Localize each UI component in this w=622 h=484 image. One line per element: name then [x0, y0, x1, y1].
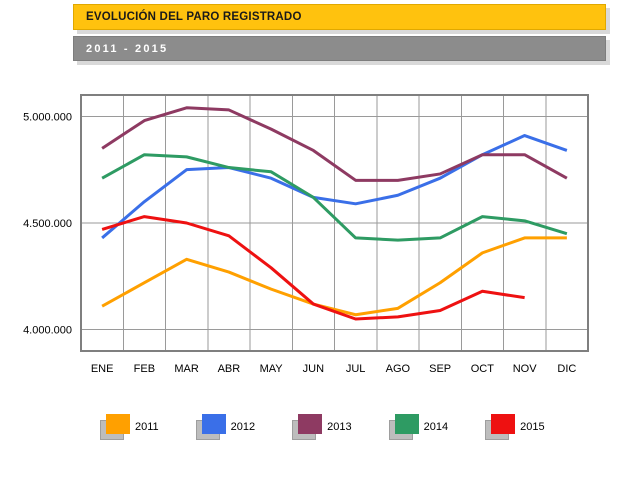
- legend-label: 2015: [520, 421, 545, 433]
- legend-swatch-2015: [485, 414, 516, 440]
- legend-label: 2011: [135, 421, 159, 433]
- legend-label: 2014: [423, 421, 449, 433]
- chart-gridlines: [81, 95, 588, 351]
- chart-svg: 4.000.000 4.500.000 5.000.000 ENE FEB MAR ABR…: [23, 94, 589, 375]
- legend-label: 2012: [230, 421, 256, 433]
- x-tick-label-MAR: MAR: [174, 363, 199, 375]
- page-subtitle: 2011 - 2015: [86, 42, 169, 55]
- legend-swatch-face: [298, 414, 323, 434]
- chart-series-layer: [101, 106, 568, 321]
- legend-item-2013[interactable]: 2013: [292, 414, 352, 440]
- chart-legend: 2011 2012 2013 2014 2015: [100, 414, 582, 440]
- x-tick-label-OCT: OCT: [471, 363, 495, 375]
- legend-swatch-face: [491, 414, 516, 434]
- title-banner: EVOLUCIÓN DEL PARO REGISTRADO: [73, 4, 610, 34]
- x-axis-labels: ENE FEB MAR ABR MAY JUN JUL AGO SEP OCT NOV DIC: [91, 363, 577, 375]
- x-tick-label-JUL: JUL: [346, 363, 366, 375]
- line-chart: 4.000.000 4.500.000 5.000.000 ENE FEB MAR ABR…: [0, 82, 622, 382]
- legend-swatch-2012: [195, 414, 226, 440]
- y-axis-labels: 4.000.000 4.500.000 5.000.000: [23, 111, 72, 336]
- legend-swatch-2014: [388, 414, 419, 440]
- y-tick-label: 4.500.000: [23, 218, 72, 230]
- header-banners: EVOLUCIÓN DEL PARO REGISTRADO 2011 - 201…: [73, 4, 610, 65]
- x-tick-label-NOV: NOV: [513, 363, 538, 375]
- series-line-2013: [101, 106, 568, 182]
- x-tick-label-ABR: ABR: [218, 363, 241, 375]
- legend-swatch-2013: [292, 414, 323, 440]
- x-tick-label-AGO: AGO: [386, 363, 411, 375]
- legend-swatch-face: [106, 414, 130, 434]
- subtitle-banner-face: 2011 - 2015: [73, 36, 606, 61]
- legend-swatch-face: [201, 414, 226, 434]
- y-tick-label: 4.000.000: [23, 325, 72, 337]
- x-tick-label-JUN: JUN: [303, 363, 324, 375]
- x-tick-label-DIC: DIC: [557, 363, 576, 375]
- legend-item-2012[interactable]: 2012: [195, 414, 256, 440]
- plot-area-border: [80, 94, 589, 352]
- x-tick-label-ENE: ENE: [91, 363, 114, 375]
- legend-swatch-face: [394, 414, 419, 434]
- legend-item-2014[interactable]: 2014: [388, 414, 449, 440]
- x-tick-label-FEB: FEB: [134, 363, 155, 375]
- legend-label: 2013: [327, 421, 352, 433]
- series-line-2012: [101, 134, 568, 240]
- subtitle-banner: 2011 - 2015: [73, 36, 610, 65]
- page-title: EVOLUCIÓN DEL PARO REGISTRADO: [86, 11, 302, 23]
- legend-swatch-2011: [100, 414, 130, 440]
- series-line-2014: [101, 153, 568, 242]
- x-tick-label-SEP: SEP: [429, 363, 451, 375]
- series-line-2011: [101, 236, 567, 317]
- x-tick-label-MAY: MAY: [260, 363, 284, 375]
- legend-item-2015[interactable]: 2015: [485, 414, 545, 440]
- y-tick-label: 5.000.000: [23, 111, 72, 123]
- title-banner-face: EVOLUCIÓN DEL PARO REGISTRADO: [73, 4, 606, 30]
- legend-item-2011[interactable]: 2011: [100, 414, 159, 440]
- series-line-2015: [101, 215, 525, 321]
